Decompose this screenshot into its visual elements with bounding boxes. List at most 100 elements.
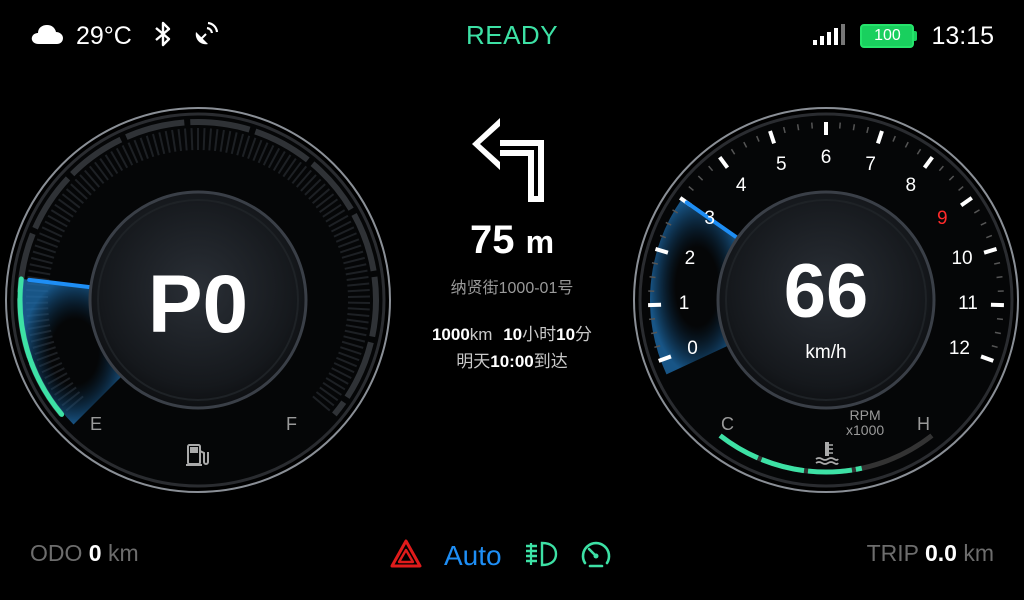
arrival-prefix: 明天 — [456, 352, 491, 371]
fuel-tick — [74, 178, 92, 196]
fuel-needle — [27, 277, 91, 289]
rpm-label-line1: RPM — [849, 407, 881, 423]
fuel-tick — [337, 238, 360, 248]
fuel-tick — [54, 203, 74, 218]
rpm-minor-tick — [996, 317, 1004, 321]
rpm-label: RPM x1000 — [846, 408, 884, 438]
status-bar-left: 29°C — [30, 18, 220, 54]
rpm-tick-label: 4 — [735, 175, 747, 197]
fuel-tick — [164, 130, 171, 153]
rpm-minor-tick — [938, 165, 944, 172]
speed-gauge-dial — [633, 107, 1019, 493]
rpm-minor-tick — [916, 148, 922, 155]
fuel-tick — [335, 232, 357, 243]
status-bar-right: 100 13:15 — [812, 18, 994, 54]
rpm-minor-tick — [651, 262, 658, 265]
fuel-tick — [262, 144, 275, 166]
fuel-tick — [311, 188, 331, 205]
fuel-tick — [341, 340, 364, 349]
fuel-tick — [333, 362, 355, 374]
fuel-tick — [127, 142, 139, 164]
gear-hub — [88, 190, 308, 410]
fuel-tick — [315, 193, 335, 209]
rpm-tick-label: 10 — [951, 248, 973, 270]
fuel-tick — [230, 132, 238, 155]
hazard-icon[interactable] — [390, 539, 422, 574]
fuel-tick — [287, 161, 302, 181]
fuel-tick — [346, 318, 369, 324]
gear-indicator: P0 — [147, 259, 249, 350]
rpm-minor-tick — [948, 175, 955, 181]
fuel-tick — [213, 128, 219, 152]
rpm-minor-tick — [904, 141, 909, 148]
arrival-suffix: 到达 — [533, 352, 568, 371]
fuel-tick — [70, 183, 88, 200]
clock: 13:15 — [931, 21, 994, 50]
fuel-tick — [133, 139, 144, 161]
rpm-tick-label: 11 — [958, 293, 978, 315]
fuel-tick — [312, 395, 331, 412]
remaining-minutes: 10 — [556, 325, 576, 344]
headlight-icon[interactable] — [524, 540, 558, 573]
odometer: ODO 0 km — [30, 540, 139, 567]
battery-indicator: 100 — [860, 24, 918, 48]
odo-unit: km — [107, 540, 139, 566]
fuel-gauge-dial — [5, 107, 391, 493]
rpm-minor-tick — [665, 221, 672, 226]
fuel-tick — [325, 377, 346, 391]
minutes-unit: 分 — [575, 325, 593, 344]
fuel-level-arc — [17, 276, 65, 417]
fuel-tick — [61, 193, 81, 209]
fuel-tick — [330, 220, 352, 233]
rpm-minor-tick — [651, 331, 658, 335]
fuel-tick — [190, 128, 194, 151]
rpm-needle — [684, 200, 738, 239]
fuel-tick — [322, 203, 342, 218]
ready-indicator: READY — [465, 20, 559, 50]
rpm-tick-label: 8 — [905, 175, 917, 197]
speed-hub — [716, 190, 936, 410]
fuel-tick — [202, 128, 206, 151]
rpm-major-tick — [980, 354, 994, 363]
rpm-minor-tick — [688, 186, 694, 191]
fuel-tick — [277, 154, 292, 175]
fuel-tick — [99, 157, 114, 178]
battery-tip — [914, 31, 918, 41]
rpm-minor-tick — [958, 186, 964, 191]
fuel-tick — [345, 269, 368, 276]
fuel-gauge: P0 E F — [0, 102, 396, 498]
fuel-tick — [346, 276, 369, 281]
fuel-tick — [322, 381, 342, 396]
remaining-trip: 1000km 10小时10分 — [380, 320, 644, 345]
battery-level: 100 — [860, 24, 915, 48]
rpm-major-tick — [876, 130, 884, 145]
fuel-tick — [139, 137, 149, 159]
fuel-track — [17, 119, 379, 417]
fuel-tick — [36, 238, 59, 248]
fuel-tick — [27, 276, 50, 281]
bluetooth-icon — [152, 20, 174, 53]
rpm-minor-tick — [994, 262, 1001, 265]
fuel-tick — [115, 147, 129, 169]
rpm-major-tick — [922, 156, 934, 169]
outer-ring — [5, 107, 391, 493]
fuel-tick — [344, 329, 367, 337]
auto-mode-label[interactable]: Auto — [444, 540, 502, 571]
fuel-tick — [219, 129, 225, 152]
rpm-minor-tick — [743, 141, 748, 148]
fuel-tick — [341, 250, 364, 259]
fuel-tick — [345, 324, 368, 330]
fuel-tick — [347, 312, 370, 317]
rpm-minor-tick — [996, 276, 1003, 279]
rpm-tick-label: 3 — [704, 207, 715, 229]
fuel-tick — [121, 144, 134, 166]
speedometer-icon[interactable] — [580, 540, 612, 573]
rpm-major-tick — [768, 130, 776, 145]
rpm-minor-tick — [672, 209, 679, 214]
fuel-tick — [331, 367, 352, 379]
rpm-minor-tick — [994, 331, 1001, 335]
signal-icon — [812, 23, 846, 50]
rpm-tick-label: 0 — [687, 337, 698, 359]
fuel-tick — [88, 165, 105, 185]
fuel-tick — [152, 133, 160, 156]
